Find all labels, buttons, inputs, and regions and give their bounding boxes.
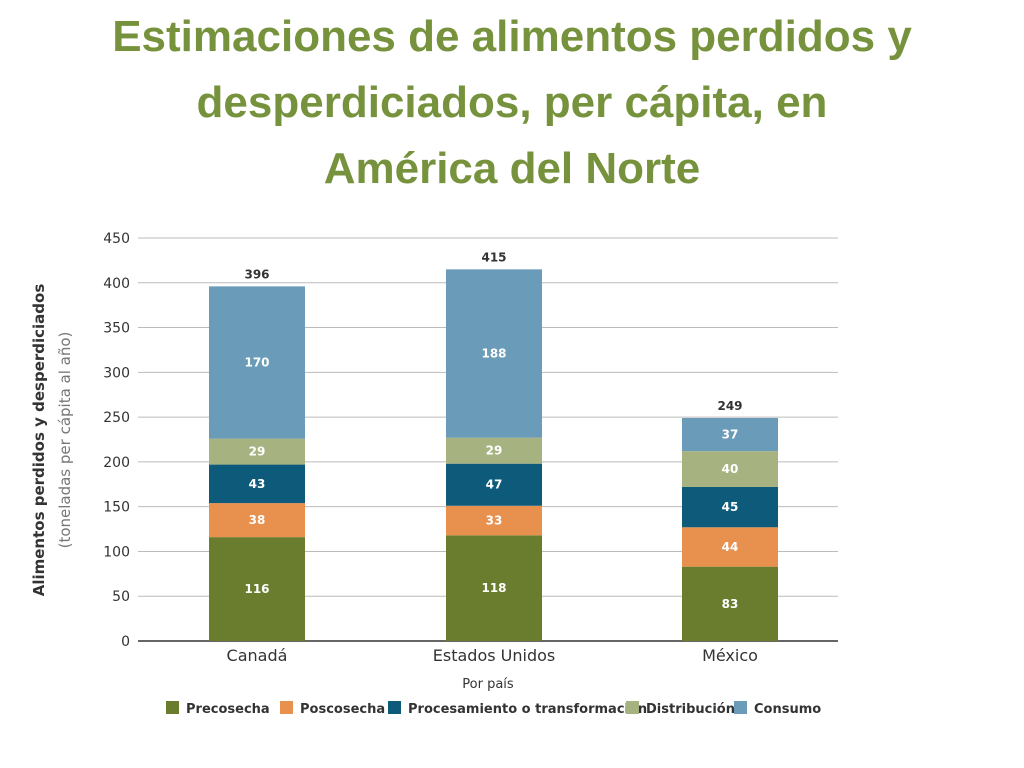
bar-segment: [446, 463, 542, 506]
y-tick-label: 450: [103, 231, 130, 247]
x-category-label: Canadá: [227, 646, 288, 665]
legend-item: Precosecha: [166, 701, 270, 717]
bar-total-label: 415: [481, 250, 506, 264]
bar-segment: [446, 437, 542, 464]
bar-segment: [446, 535, 542, 641]
legend: Precosecha Poscosecha Procesamiento o tran…: [166, 701, 821, 717]
segment-value-label: 40: [722, 462, 739, 476]
y-tick-label: 150: [103, 500, 130, 516]
y-axis-title-main: Alimentos perdidos y desperdiciados: [30, 284, 48, 597]
title-line-3: América del Norte: [323, 144, 701, 193]
segment-value-label: 118: [481, 581, 506, 595]
bar-segment: [682, 566, 778, 641]
title-line-2: desperdiciados, per cápita, en: [196, 78, 828, 127]
y-tick-label: 200: [103, 455, 130, 471]
x-axis-title: Por país: [462, 677, 514, 692]
segment-value-label: 44: [722, 540, 739, 554]
bar-segment: [446, 505, 542, 536]
bar-total-label: 396: [244, 267, 269, 281]
legend-item: Consumo: [734, 701, 821, 717]
bars: 116 38 43 29 170 396 118 33 47 29 188 415 83 44 45 40 37…: [209, 250, 778, 641]
bar-stack: 118 33 47 29 188 415: [446, 250, 542, 641]
legend-item: Poscosecha: [280, 701, 385, 717]
segment-value-label: 45: [722, 500, 739, 514]
legend-swatch: [166, 701, 179, 714]
y-tick-label: 350: [103, 321, 130, 337]
bar-segment: [682, 486, 778, 528]
bar-segment: [209, 286, 305, 439]
legend-label: Poscosecha: [300, 702, 385, 717]
y-tick-label: 300: [103, 365, 130, 381]
segment-value-label: 83: [722, 597, 739, 611]
bar-segment: [446, 269, 542, 438]
y-axis-ticks: 0 50 100 150 200 250 300 350 400 450: [103, 231, 130, 650]
y-tick-label: 50: [112, 589, 130, 605]
y-tick-label: 250: [103, 410, 130, 426]
legend-item: Procesamiento o transformación: [388, 701, 647, 717]
segment-value-label: 29: [486, 444, 503, 458]
x-category-label: México: [702, 646, 758, 665]
legend-item: Distribución: [626, 701, 735, 717]
legend-label: Consumo: [754, 702, 821, 717]
y-axis-title: Alimentos perdidos y desperdiciados (ton…: [30, 284, 74, 597]
legend-swatch: [280, 701, 293, 714]
slide-title: Estimaciones de alimentos perdidos y des…: [40, 4, 984, 202]
y-axis-title-sub: (toneladas per cápita al año): [56, 332, 74, 549]
legend-swatch: [734, 701, 747, 714]
segment-value-label: 38: [249, 513, 266, 527]
segment-value-label: 33: [486, 514, 503, 528]
legend-swatch: [388, 701, 401, 714]
segment-value-label: 170: [244, 355, 269, 369]
bar-segment: [682, 418, 778, 452]
x-axis-categories: Canadá Estados Unidos México: [227, 646, 758, 665]
segment-value-label: 29: [249, 445, 266, 459]
legend-label: Precosecha: [186, 702, 270, 717]
bar-stack: 116 38 43 29 170 396: [209, 267, 305, 641]
bar-segment: [209, 503, 305, 538]
bar-total-label: 249: [717, 399, 742, 413]
segment-value-label: 37: [722, 428, 739, 442]
segment-value-label: 43: [249, 477, 266, 491]
bar-segment: [209, 464, 305, 504]
bar-segment: [209, 438, 305, 465]
segment-value-label: 116: [244, 582, 269, 596]
bar-segment: [682, 451, 778, 487]
segment-value-label: 188: [481, 347, 506, 361]
bar-segment: [209, 537, 305, 641]
bar-segment: [682, 527, 778, 567]
legend-label: Distribución: [646, 702, 735, 717]
y-tick-label: 100: [103, 544, 130, 560]
segment-value-label: 47: [486, 478, 503, 492]
x-category-label: Estados Unidos: [433, 646, 555, 665]
legend-swatch: [626, 701, 639, 714]
y-tick-label: 400: [103, 276, 130, 292]
legend-label: Procesamiento o transformación: [408, 702, 647, 717]
y-tick-label: 0: [121, 634, 130, 650]
bar-stack: 83 44 45 40 37 249: [682, 399, 778, 641]
title-line-1: Estimaciones de alimentos perdidos y: [112, 12, 912, 61]
